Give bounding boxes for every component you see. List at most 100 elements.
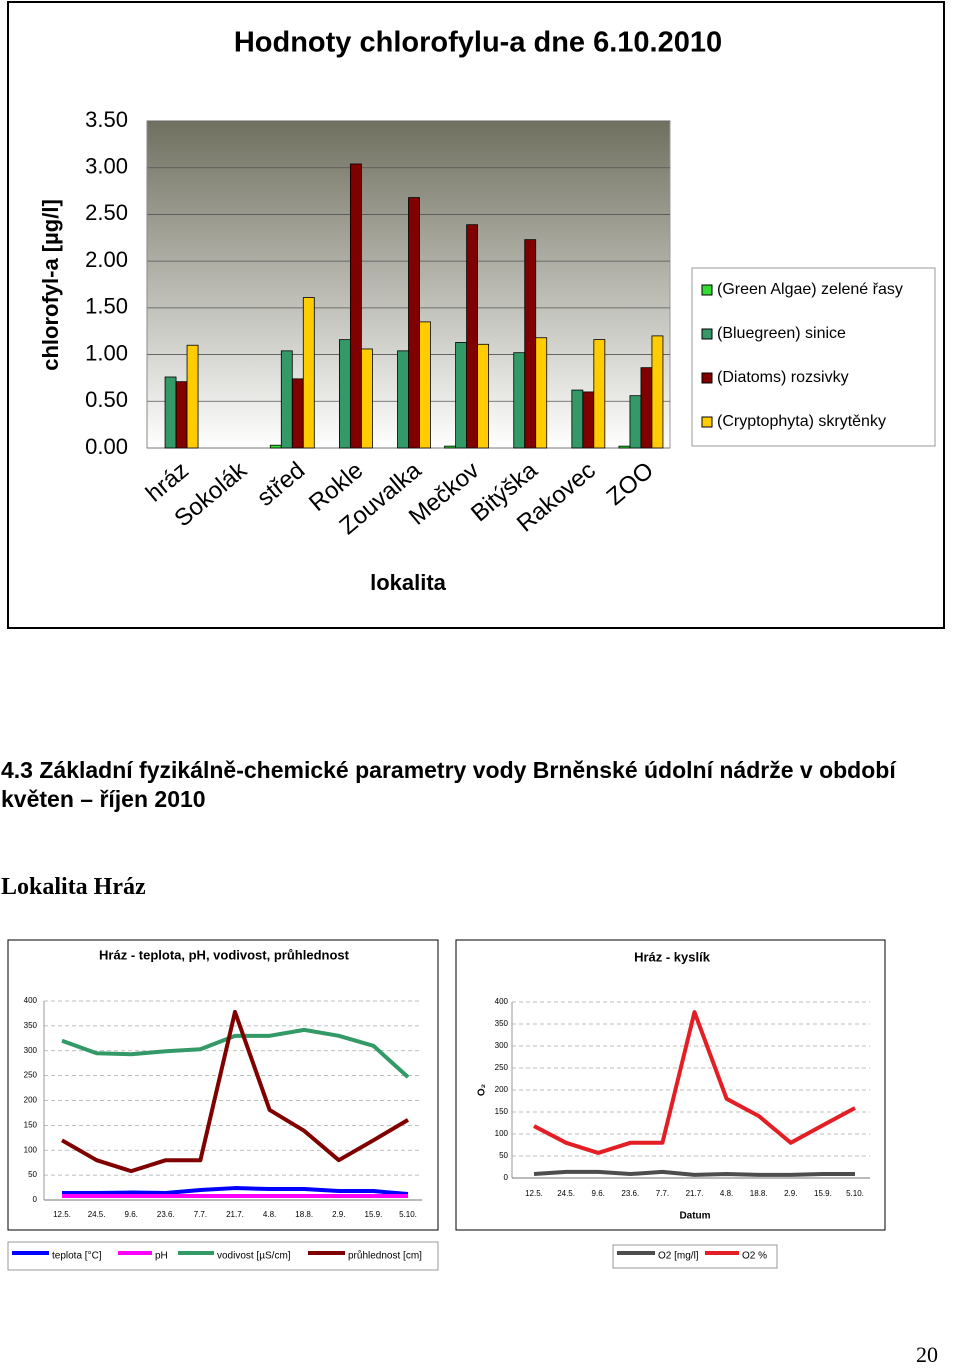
- chart-frame: [7, 939, 439, 1231]
- bar: [175, 381, 188, 449]
- data-line: [533, 1010, 856, 1155]
- y-tick-label: 350: [495, 1019, 509, 1028]
- legend-box: [7, 1241, 439, 1271]
- bar: [302, 297, 315, 449]
- section-title: Lokalita Hráz: [1, 874, 146, 900]
- chart-title: Hodnoty chlorofylu-a dne 6.10.2010: [234, 27, 722, 59]
- y-tick-label: 300: [495, 1041, 509, 1050]
- bar: [269, 444, 282, 449]
- y-tick-label: 3.00: [85, 154, 128, 179]
- data-line: [61, 1027, 410, 1079]
- bar: [164, 376, 177, 449]
- bar: [640, 367, 653, 449]
- x-tick-label: 9.6.: [592, 1189, 605, 1198]
- y-tick-label: 0: [504, 1173, 509, 1182]
- y-tick-label: 400: [24, 996, 38, 1005]
- y-tick-label: 200: [495, 1085, 509, 1094]
- legend-label: (Cryptophyta) skrytěnky: [717, 413, 886, 430]
- legend-label: O2 [mg/l]: [658, 1251, 699, 1262]
- legend-label: pH: [155, 1251, 168, 1262]
- legend-label: vodivost [µS/cm]: [217, 1251, 291, 1262]
- x-tick-label: 4.8.: [720, 1189, 733, 1198]
- y-axis-label: O₂: [477, 1084, 488, 1096]
- bar: [618, 445, 631, 449]
- y-tick-label: 0.50: [85, 387, 128, 412]
- y-tick-label: 50: [499, 1151, 508, 1160]
- y-tick-label: 150: [24, 1120, 38, 1129]
- x-tick-label: 24.5.: [557, 1189, 575, 1198]
- legend-swatch: [701, 416, 713, 428]
- bar: [349, 163, 362, 449]
- x-tick-label: 24.5.: [88, 1210, 106, 1219]
- y-tick-label: 1.00: [85, 340, 128, 365]
- y-tick-label: 200: [24, 1096, 38, 1105]
- y-tick-label: 0: [33, 1195, 38, 1204]
- data-line: [61, 1009, 410, 1174]
- legend-label: průhlednost [cm]: [348, 1250, 422, 1262]
- bar: [455, 342, 468, 449]
- x-tick-label: 15.9.: [814, 1189, 832, 1198]
- bar: [524, 239, 537, 449]
- bar: [291, 378, 304, 449]
- bar: [513, 352, 526, 449]
- x-tick-label: 5.10.: [399, 1210, 417, 1219]
- x-tick-label: 18.8.: [750, 1189, 768, 1198]
- y-tick-label: 1.50: [85, 294, 128, 319]
- y-tick-label: 2.00: [85, 247, 128, 272]
- y-tick-label: 300: [24, 1046, 38, 1055]
- x-tick-label: 2.9.: [332, 1210, 345, 1219]
- x-tick-label: 4.8.: [263, 1210, 276, 1219]
- y-tick-label: 50: [28, 1170, 37, 1179]
- y-tick-label: 350: [24, 1021, 38, 1030]
- x-tick-label: 5.10.: [846, 1189, 864, 1198]
- page-number: 20: [916, 1342, 938, 1367]
- legend-label: teplota [°C]: [52, 1251, 102, 1262]
- legend-label: (Green Algae) zelené řasy: [717, 281, 903, 298]
- chart-title: Hráz - teplota, pH, vodivost, průhlednos…: [99, 947, 350, 962]
- x-tick-label: 23.6.: [157, 1210, 175, 1219]
- bar: [408, 197, 420, 449]
- y-tick-label: 100: [495, 1129, 509, 1138]
- legend-label: (Bluegreen) sinice: [717, 325, 846, 342]
- x-tick-label: 18.8.: [295, 1210, 313, 1219]
- y-tick-label: 400: [495, 997, 509, 1006]
- data-line: [533, 1169, 855, 1177]
- x-axis-label: Datum: [679, 1211, 710, 1222]
- heading: 4.3 Základní fyzikálně-chemické parametr…: [1, 757, 896, 812]
- bar: [651, 335, 664, 449]
- legend-label: (Diatoms) rozsivky: [717, 369, 849, 386]
- x-tick-label: 7.7.: [194, 1210, 207, 1219]
- y-tick-label: 0.00: [85, 434, 128, 459]
- bar: [582, 391, 595, 449]
- x-tick-label: 23.6.: [621, 1189, 639, 1198]
- legend-box: [612, 1244, 778, 1269]
- x-axis-label: lokalita: [370, 570, 447, 595]
- x-tick-label: 21.7.: [226, 1210, 244, 1219]
- x-tick-label: 9.6.: [125, 1210, 138, 1219]
- x-tick-label: 12.5.: [525, 1189, 543, 1198]
- legend-swatch: [701, 328, 713, 340]
- bar: [629, 395, 642, 449]
- y-tick-label: 150: [495, 1107, 509, 1116]
- x-tick-label: 12.5.: [53, 1210, 71, 1219]
- bar: [466, 224, 479, 449]
- chart-title: Hráz - kyslík: [634, 949, 711, 964]
- x-tick-label: 7.7.: [656, 1189, 669, 1198]
- chart-frame: [455, 939, 886, 1231]
- bar: [186, 344, 199, 449]
- y-tick-label: 3.50: [85, 107, 128, 132]
- legend-box: [691, 267, 936, 447]
- bar: [397, 350, 409, 449]
- bar: [571, 389, 584, 449]
- y-tick-label: 2.50: [85, 200, 128, 225]
- y-tick-label: 100: [24, 1145, 38, 1154]
- y-tick-label: 250: [24, 1071, 38, 1080]
- x-tick-label: 21.7.: [686, 1189, 704, 1198]
- bar: [360, 348, 373, 449]
- bar: [593, 339, 606, 449]
- y-tick-label: 250: [495, 1063, 509, 1072]
- bar: [280, 350, 293, 449]
